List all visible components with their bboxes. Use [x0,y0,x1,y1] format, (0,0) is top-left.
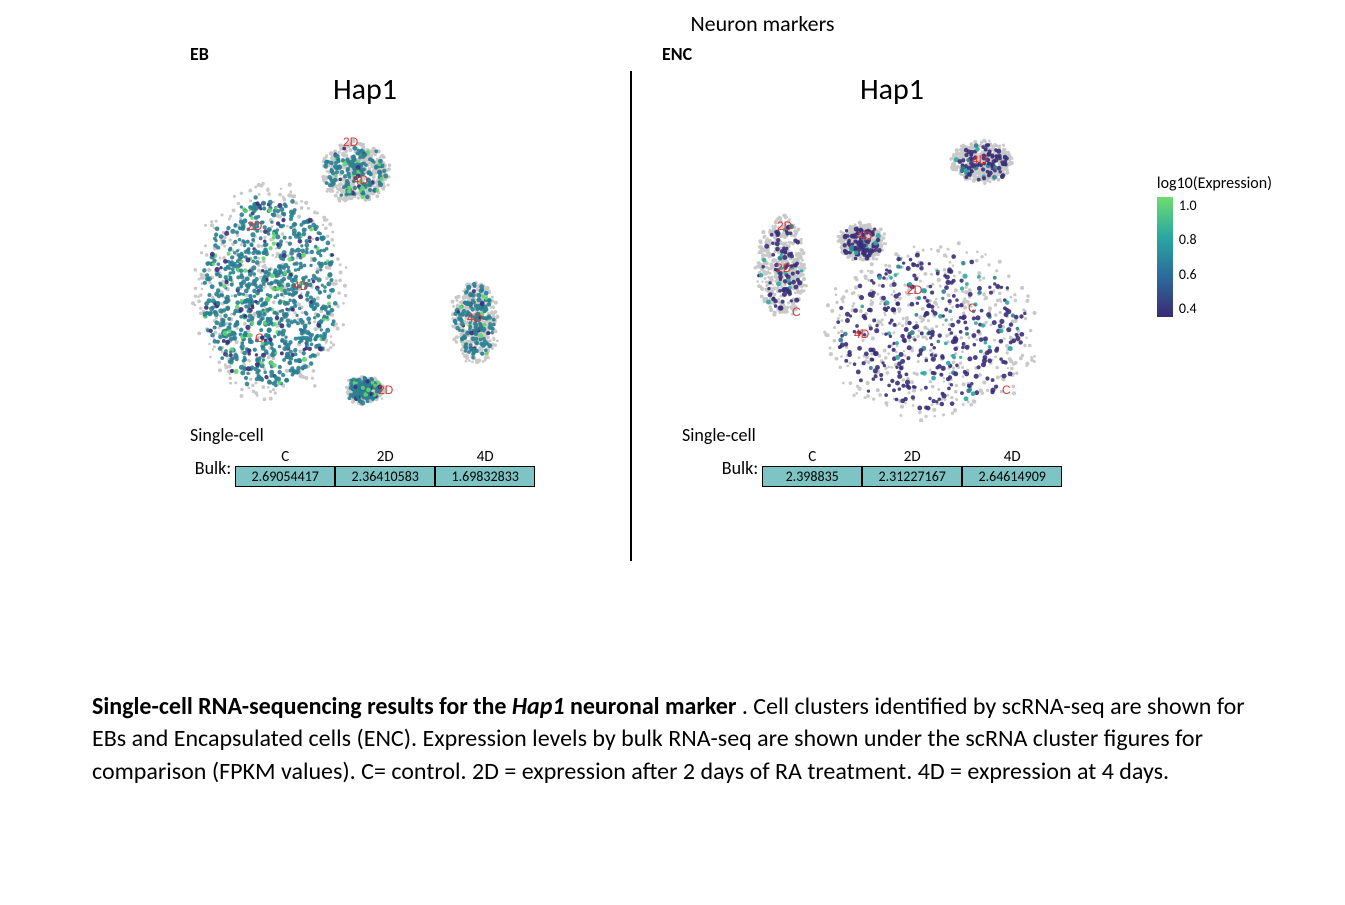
legend-strip-row: 1.0 0.8 0.6 0.4 [1157,197,1197,317]
bulk-header-cell: 2D [335,448,435,466]
bulk-value-cell: 2.64614909 [962,466,1062,487]
bulk-header-cell: 4D [435,448,535,466]
panel-eb-bulk: Bulk: C 2D 4D 2.69054417 2.36410583 1.69… [195,448,535,487]
caption-gene: Hap1 [512,692,565,721]
panel-enc-bulk: Bulk: C 2D 4D 2.398835 2.31227167 2.6461… [722,448,1062,487]
figure-caption: Single-cell RNA-sequencing results for t… [40,681,1305,788]
bulk-value-cell: 1.69832833 [435,466,535,487]
svg-text:2D: 2D [247,219,263,233]
panel-enc-bulk-table: C 2D 4D 2.398835 2.31227167 2.64614909 [762,448,1062,487]
panel-eb-bulk-table: C 2D 4D 2.69054417 2.36410583 1.69832833 [235,448,535,487]
panel-eb-bulk-caption: Bulk: [195,457,231,479]
bulk-value-cell: 2.398835 [762,466,862,487]
svg-text:4D: 4D [293,279,309,293]
panel-eb-singlecell-label: Single-cell [190,424,264,446]
svg-text:C: C [255,331,264,345]
legend-tick: 0.4 [1179,300,1197,317]
bulk-value-cell: 2.36410583 [335,466,435,487]
bulk-header-cell: C [762,448,862,466]
panel-enc-bulk-headers: C 2D 4D [762,448,1062,466]
panel-enc-bulk-caption: Bulk: [722,457,758,479]
panel-eb: EB Hap1 2D4D2D4DC4D2D Single-cell Bulk: … [100,43,630,487]
legend-tick: 1.0 [1179,197,1197,214]
caption-lead-text: Single-cell RNA-sequencing results for t… [92,692,512,721]
legend-ticks: 1.0 0.8 0.6 0.4 [1179,197,1197,317]
panel-enc-bulk-values: 2.398835 2.31227167 2.64614909 [762,466,1062,487]
panel-enc-singlecell-label: Single-cell [682,424,756,446]
panel-eb-scatter-svg: 2D 4D 2D 4D C 4D 2D [175,112,555,422]
figure-super-title: Neuron markers [220,10,1305,37]
caption-lead: Single-cell RNA-sequencing results for t… [92,692,742,721]
panel-eb-label: EB [190,43,209,65]
bulk-header-cell: C [235,448,335,466]
panel-divider [630,71,632,561]
bulk-header-cell: 2D [862,448,962,466]
svg-text:4D: 4D [467,311,483,325]
bulk-header-cell: 4D [962,448,1062,466]
panel-enc-label: ENC [662,43,692,65]
legend-title: log10(Expression) [1157,174,1272,193]
panel-enc: ENC Hap1 4D2D4D2D2DCC4DC log10(Expressio… [652,43,1132,487]
panel-enc-scatter-svg: 4D2D4D2D2DCC4DC [702,112,1082,422]
panel-eb-gene-title: Hap1 [333,71,397,108]
svg-text:2D: 2D [378,383,394,397]
caption-lead-tail: neuronal marker [565,692,737,721]
svg-text:4D: 4D [353,173,369,187]
bulk-value-cell: 2.31227167 [862,466,962,487]
panels-row: EB Hap1 2D4D2D4DC4D2D Single-cell Bulk: … [40,43,1305,561]
bulk-value-cell: 2.69054417 [235,466,335,487]
svg-text:2D: 2D [343,135,359,149]
panel-eb-bulk-headers: C 2D 4D [235,448,535,466]
panel-eb-bulk-values: 2.69054417 2.36410583 1.69832833 [235,466,535,487]
legend-color-strip [1157,197,1173,317]
panel-enc-gene-title: Hap1 [860,71,924,108]
panel-eb-scatter: 2D 4D 2D 4D C 4D 2D [175,112,555,422]
legend-tick: 0.8 [1179,231,1197,248]
panel-enc-scatter: 4D2D4D2D2DCC4DC log10(Expression) 1.0 0.… [702,112,1082,422]
expression-legend: log10(Expression) 1.0 0.8 0.6 0.4 [1157,174,1272,317]
legend-tick: 0.6 [1179,266,1197,283]
figure-panel: Neuron markers EB Hap1 2D4D2D4DC4D2D Sin… [0,0,1345,798]
